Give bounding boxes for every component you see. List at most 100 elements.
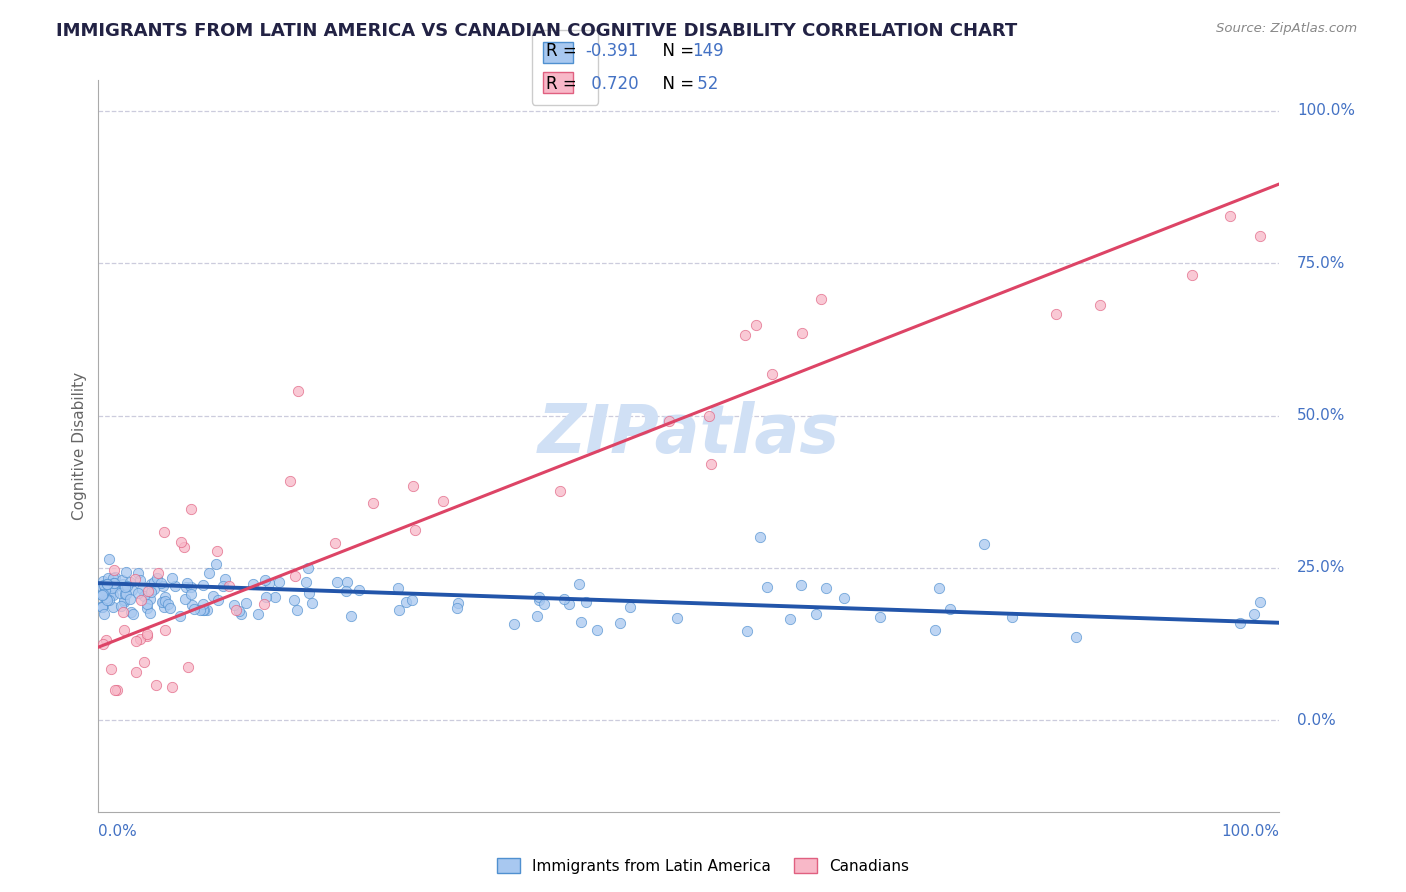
- Point: [180, 587, 202, 601]
- Point: [1045, 307, 1067, 321]
- Point: [387, 581, 409, 595]
- Point: [180, 580, 202, 594]
- Point: [127, 585, 149, 599]
- Legend: Immigrants from Latin America, Canadians: Immigrants from Latin America, Canadians: [491, 852, 915, 880]
- Point: [193, 603, 215, 617]
- Text: -0.391: -0.391: [586, 42, 638, 60]
- Point: [585, 623, 607, 637]
- Point: [804, 607, 827, 622]
- Point: [257, 575, 280, 590]
- Point: [100, 581, 122, 595]
- Text: 149: 149: [693, 42, 724, 60]
- Point: [104, 570, 127, 584]
- Point: [267, 575, 290, 590]
- Point: [145, 678, 167, 692]
- Point: [111, 605, 134, 619]
- Point: [152, 579, 174, 593]
- Point: [104, 682, 127, 697]
- Text: Source: ZipAtlas.com: Source: ZipAtlas.com: [1216, 22, 1357, 36]
- Point: [135, 598, 157, 612]
- Point: [180, 598, 202, 612]
- Point: [735, 624, 758, 639]
- Point: [91, 587, 114, 601]
- Point: [526, 609, 548, 624]
- Point: [939, 601, 962, 615]
- Point: [122, 607, 145, 622]
- Point: [94, 633, 117, 648]
- Point: [832, 591, 855, 605]
- Point: [96, 577, 118, 591]
- Point: [198, 566, 221, 580]
- Point: [253, 597, 276, 611]
- Point: [1229, 616, 1251, 631]
- Text: 0.0%: 0.0%: [1298, 713, 1336, 728]
- Point: [136, 629, 159, 643]
- Point: [388, 603, 411, 617]
- Point: [1249, 595, 1271, 609]
- Point: [111, 577, 134, 591]
- Point: [446, 601, 468, 615]
- Point: [183, 601, 205, 615]
- Point: [111, 573, 134, 587]
- Point: [280, 474, 302, 488]
- Point: [91, 588, 114, 602]
- Point: [112, 624, 135, 638]
- Point: [349, 582, 371, 597]
- Point: [153, 524, 176, 539]
- Point: [91, 574, 114, 589]
- Point: [142, 582, 165, 597]
- Point: [205, 544, 228, 558]
- Point: [401, 593, 423, 607]
- Point: [336, 574, 359, 589]
- Point: [91, 588, 114, 602]
- Point: [153, 594, 176, 608]
- Point: [115, 566, 138, 580]
- Point: [118, 574, 141, 589]
- Point: [558, 597, 581, 611]
- Point: [188, 603, 211, 617]
- Point: [94, 582, 117, 597]
- Point: [101, 571, 124, 585]
- Point: [745, 318, 768, 332]
- Point: [1250, 229, 1272, 244]
- Point: [146, 566, 169, 581]
- Point: [568, 577, 591, 591]
- Point: [115, 579, 138, 593]
- Point: [404, 523, 426, 537]
- Text: 25.0%: 25.0%: [1298, 560, 1346, 575]
- Point: [156, 597, 179, 611]
- Point: [131, 582, 153, 596]
- Point: [153, 624, 176, 638]
- Point: [100, 584, 122, 599]
- Point: [1001, 610, 1024, 624]
- Point: [700, 457, 723, 471]
- Point: [973, 536, 995, 550]
- Point: [162, 571, 184, 585]
- Point: [118, 592, 141, 607]
- Text: IMMIGRANTS FROM LATIN AMERICA VS CANADIAN COGNITIVE DISABILITY CORRELATION CHART: IMMIGRANTS FROM LATIN AMERICA VS CANADIA…: [56, 22, 1018, 40]
- Point: [432, 494, 454, 508]
- Point: [229, 607, 252, 621]
- Point: [283, 593, 305, 607]
- Point: [100, 589, 122, 603]
- Point: [297, 560, 319, 574]
- Point: [212, 579, 235, 593]
- Point: [101, 588, 124, 602]
- Point: [146, 571, 169, 585]
- Point: [170, 534, 193, 549]
- Point: [136, 584, 159, 599]
- Point: [160, 680, 183, 694]
- Point: [326, 574, 349, 589]
- Text: 100.0%: 100.0%: [1222, 824, 1279, 838]
- Point: [225, 603, 247, 617]
- Point: [114, 581, 136, 595]
- Point: [295, 574, 318, 589]
- Point: [135, 601, 157, 615]
- Point: [174, 580, 197, 594]
- Point: [112, 595, 135, 609]
- Point: [1181, 268, 1204, 282]
- Point: [111, 580, 134, 594]
- Point: [91, 578, 114, 592]
- Point: [214, 572, 236, 586]
- Point: [108, 586, 131, 600]
